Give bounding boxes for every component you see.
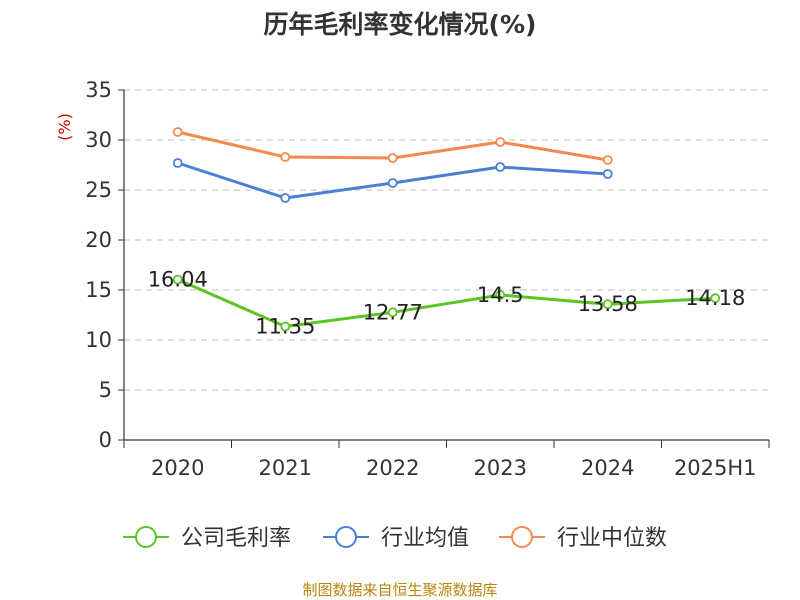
x-tick-label: 2022: [366, 456, 419, 480]
grid-lines: [124, 89, 769, 391]
y-tick-label: 15: [85, 278, 112, 302]
series-line-0: [177, 278, 716, 328]
data-label: 11.35: [255, 315, 315, 339]
y-tick-label: 30: [85, 128, 112, 152]
data-point-0: [495, 290, 506, 300]
data-point-2: [495, 137, 506, 147]
y-tick-label: 10: [85, 328, 112, 352]
x-tick-label: 2020: [151, 456, 204, 480]
data-point-1: [387, 178, 398, 188]
legend-label: 行业中位数: [557, 526, 667, 551]
data-point-0: [172, 274, 183, 285]
data-label: 16.04: [148, 268, 208, 292]
legend-swatch-marker: [511, 526, 533, 548]
y-tick-label: 35: [85, 78, 112, 102]
x-tick-label: 2023: [474, 456, 527, 480]
source-note: 制图数据来自恒生聚源数据库: [302, 581, 497, 599]
chart-title: 历年毛利率变化情况(%): [264, 10, 537, 39]
data-label: 14.18: [685, 286, 745, 310]
data-label: 12.77: [363, 300, 423, 324]
x-tick-labels: 2020 2021 2022 2023 2024 2025H1: [151, 456, 757, 480]
x-tick-label: 2025H1: [674, 456, 757, 480]
y-tick-label: 5: [99, 378, 112, 402]
data-point-2: [172, 127, 183, 137]
data-point-2: [602, 155, 613, 165]
data-point-2: [280, 152, 291, 162]
y-tick-label: 25: [85, 178, 112, 202]
legend-swatch-marker: [135, 526, 157, 548]
axes: [118, 89, 770, 448]
data-point-0: [387, 307, 398, 318]
series-points: [172, 127, 721, 332]
y-tick-label: 20: [85, 228, 112, 252]
data-point-1: [172, 158, 183, 168]
data-labels: 16.04 11.35 12.77 14.5 13.58 14.18: [148, 268, 746, 339]
legend-label: 公司毛利率: [181, 526, 291, 551]
legend-swatch-marker: [335, 526, 357, 548]
data-point-0: [602, 299, 613, 310]
x-tick-label: 2024: [581, 456, 634, 480]
data-point-1: [280, 193, 291, 203]
legend-label: 行业均值: [381, 526, 469, 551]
data-point-0: [710, 293, 721, 304]
data-label: 14.5: [477, 283, 524, 307]
data-point-2: [387, 153, 398, 163]
legend: 公司毛利率 行业均值 行业中位数: [123, 526, 667, 551]
x-tick-label: 2021: [259, 456, 312, 480]
data-point-1: [495, 162, 506, 172]
y-tick-label: 0: [99, 428, 112, 452]
data-point-0: [280, 321, 291, 332]
data-point-1: [602, 169, 613, 179]
data-label: 13.58: [578, 292, 638, 316]
y-tick-labels: 0 5 10 15 20 25 30 35: [85, 78, 112, 452]
y-axis-label: (%): [55, 113, 74, 141]
